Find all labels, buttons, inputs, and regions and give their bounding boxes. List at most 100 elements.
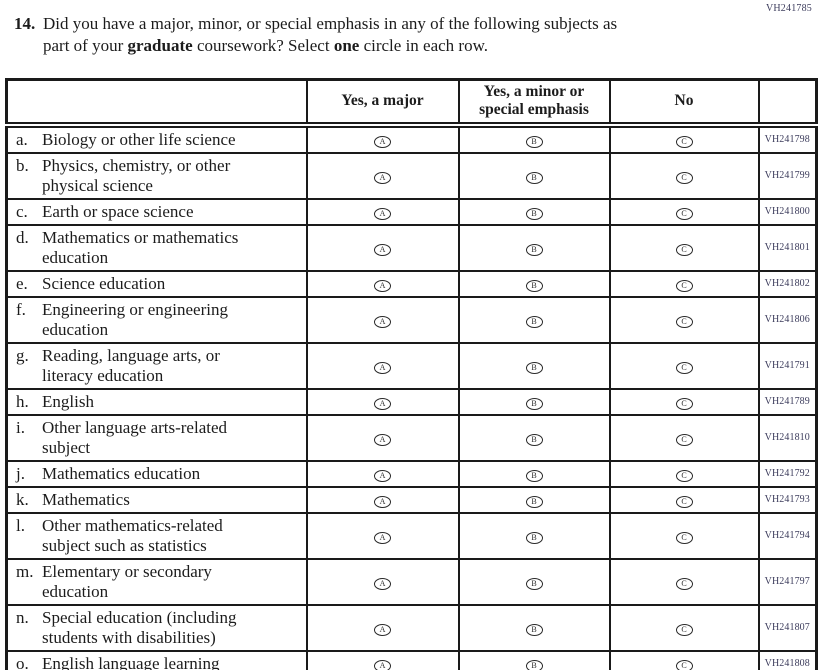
bubble-yes-minor[interactable]: B <box>525 397 543 410</box>
bubble-yes-major[interactable]: A <box>374 397 391 410</box>
bubble-yes-major[interactable]: A <box>374 577 391 590</box>
option-cell-yes-major: A <box>305 485 460 514</box>
table-row: b. Physics, chemistry, or other physical… <box>5 151 818 200</box>
question-text-bold-one: one <box>333 36 360 56</box>
row-label: j. <box>16 463 25 483</box>
subject-inner: n. Special education (including students… <box>16 608 300 648</box>
option-cell-yes-major: A <box>305 223 460 272</box>
bubble-yes-major[interactable]: A <box>374 279 391 292</box>
bubble-yes-major[interactable]: A <box>374 469 391 482</box>
bubble-no[interactable]: C <box>675 433 693 446</box>
bubble-no[interactable]: C <box>675 397 693 410</box>
bubble-no[interactable]: C <box>675 577 693 590</box>
subject-cell: k. Mathematics <box>5 485 308 514</box>
option-cell-yes-minor: B <box>457 511 611 560</box>
option-cell-no: C <box>608 269 760 298</box>
option-cell-yes-major: A <box>305 123 460 154</box>
bubble-no[interactable]: C <box>675 315 693 328</box>
question-text-seg2: coursework? Select <box>192 36 334 56</box>
bubble-letter-a: A <box>379 496 386 506</box>
bubble-yes-major[interactable]: A <box>374 135 391 148</box>
bubble-yes-major[interactable]: A <box>374 495 391 508</box>
bubble-yes-minor[interactable]: B <box>525 433 543 446</box>
bubble-yes-major[interactable]: A <box>374 315 391 328</box>
question-text-seg1: Did you have a major, minor, or special … <box>43 14 618 56</box>
subject-cell: h. English <box>5 387 308 416</box>
option-cell-no: C <box>608 511 760 560</box>
bubble-no[interactable]: C <box>675 623 693 636</box>
subject-inner: i. Other language arts-related subject <box>16 418 300 458</box>
bubble-yes-major[interactable]: A <box>374 623 391 636</box>
bubble-letter-b: B <box>531 280 537 290</box>
row-subject: Reading, language arts, or literacy educ… <box>42 345 220 385</box>
bubble-yes-minor[interactable]: B <box>525 171 543 184</box>
bubble-yes-major[interactable]: A <box>374 171 391 184</box>
bubble-yes-minor[interactable]: B <box>525 361 543 374</box>
row-subject: English <box>42 391 94 411</box>
question-text: Did you have a major, minor, or special … <box>43 13 743 58</box>
table-row: j. Mathematics education A B C VH241792 <box>5 459 818 488</box>
bubble-letter-c: C <box>681 660 687 670</box>
bubble-yes-major[interactable]: A <box>374 207 391 220</box>
bubble-letter-b: B <box>531 136 537 146</box>
bubble-letter-a: A <box>379 398 386 408</box>
bubble-no[interactable]: C <box>675 171 693 184</box>
bubble-yes-major[interactable]: A <box>374 659 391 670</box>
bubble-letter-a: A <box>379 660 386 670</box>
bubble-no[interactable]: C <box>675 531 693 544</box>
row-code: VH241808 <box>757 649 818 670</box>
bubble-letter-b: B <box>531 434 537 444</box>
row-subject: Mathematics <box>42 489 130 509</box>
bubble-yes-minor[interactable]: B <box>525 659 543 670</box>
bubble-letter-c: C <box>681 434 687 444</box>
bubble-yes-minor[interactable]: B <box>525 243 543 256</box>
option-cell-yes-minor: B <box>457 295 611 344</box>
table-row: c. Earth or space science A B C VH241800 <box>5 197 818 226</box>
bubble-no[interactable]: C <box>675 495 693 508</box>
option-cell-no: C <box>608 197 760 226</box>
bubble-no[interactable]: C <box>675 361 693 374</box>
bubble-no[interactable]: C <box>675 243 693 256</box>
row-label: a. <box>16 129 28 149</box>
row-code: VH241789 <box>757 387 818 416</box>
bubble-yes-minor[interactable]: B <box>525 315 543 328</box>
bubble-no[interactable]: C <box>675 135 693 148</box>
option-cell-yes-minor: B <box>457 123 611 154</box>
bubble-letter-a: A <box>379 172 386 182</box>
bubble-yes-major[interactable]: A <box>374 433 391 446</box>
option-cell-yes-major: A <box>305 649 460 670</box>
bubble-yes-minor[interactable]: B <box>525 623 543 636</box>
bubble-no[interactable]: C <box>675 279 693 292</box>
bubble-letter-a: A <box>379 624 386 634</box>
subjects-table: Yes, a major Yes, a minor or special emp… <box>5 78 818 670</box>
bubble-no[interactable]: C <box>675 659 693 670</box>
bubble-no[interactable]: C <box>675 469 693 482</box>
bubble-yes-minor[interactable]: B <box>525 207 543 220</box>
bubble-yes-minor[interactable]: B <box>525 469 543 482</box>
row-code: VH241792 <box>757 459 818 488</box>
option-cell-no: C <box>608 151 760 200</box>
question-number: 14. <box>14 14 36 33</box>
option-cell-yes-minor: B <box>457 387 611 416</box>
bubble-letter-b: B <box>531 470 537 480</box>
bubble-yes-minor[interactable]: B <box>525 495 543 508</box>
bubble-yes-minor[interactable]: B <box>525 531 543 544</box>
option-cell-no: C <box>608 649 760 670</box>
bubble-letter-a: A <box>379 362 386 372</box>
bubble-yes-major[interactable]: A <box>374 361 391 374</box>
bubble-yes-minor[interactable]: B <box>525 577 543 590</box>
bubble-yes-minor[interactable]: B <box>525 279 543 292</box>
header-yes-major: Yes, a major <box>305 78 460 128</box>
subject-cell: j. Mathematics education <box>5 459 308 488</box>
row-subject: Special education (including students wi… <box>42 607 237 647</box>
bubble-yes-minor[interactable]: B <box>525 135 543 148</box>
bubble-letter-c: C <box>681 362 687 372</box>
row-subject: Earth or space science <box>42 201 194 221</box>
subject-cell: m. Elementary or secondary education <box>5 557 308 606</box>
row-code: VH241793 <box>757 485 818 514</box>
row-code: VH241791 <box>757 341 818 390</box>
bubble-yes-major[interactable]: A <box>374 531 391 544</box>
bubble-letter-c: C <box>681 398 687 408</box>
bubble-no[interactable]: C <box>675 207 693 220</box>
bubble-yes-major[interactable]: A <box>374 243 391 256</box>
